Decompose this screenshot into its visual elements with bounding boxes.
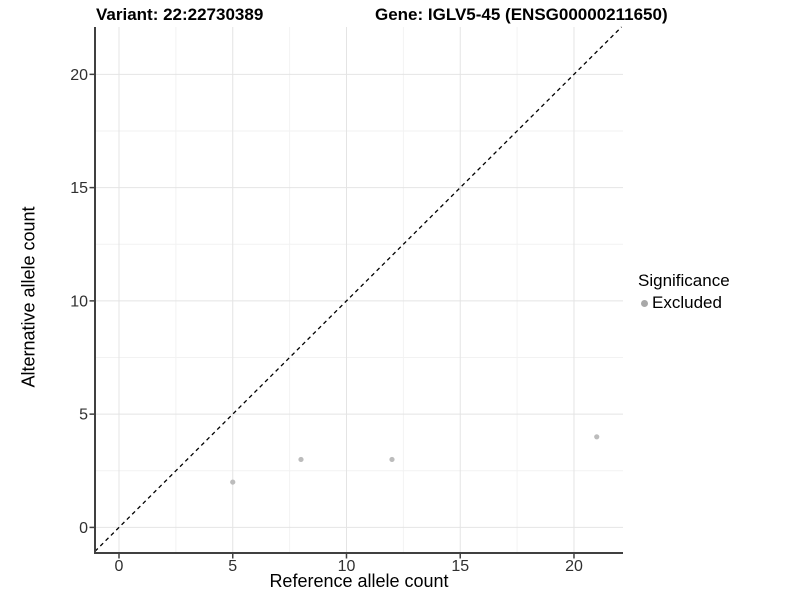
x-tick-label: 15 [451,558,469,575]
data-point [230,479,236,485]
x-axis-title: Reference allele count [269,571,449,591]
data-point [389,456,395,463]
legend: Significance Excluded [638,270,730,313]
x-tick-label: 10 [338,558,356,575]
legend-item-label: Excluded [652,293,722,312]
y-tick-label: 10 [70,293,88,310]
legend-item-excluded: Excluded [638,293,730,313]
plot-title-variant: Variant: 22:22730389 [96,5,264,24]
identity-dashed-line [94,26,622,552]
legend-title: Significance [638,271,730,290]
y-tick-label: 15 [70,180,88,197]
x-tick-label: 5 [228,558,237,575]
y-tick-label: 5 [79,407,88,424]
y-tick-label: 0 [79,520,88,537]
data-point [298,456,304,463]
legend-point-icon [641,299,648,307]
x-tick-label: 20 [565,558,583,575]
y-tick-label: 20 [70,67,88,84]
data-point [594,434,600,440]
plot-title-gene: Gene: IGLV5-45 (ENSG00000211650) [375,5,668,24]
x-tick-label: 0 [115,558,124,575]
